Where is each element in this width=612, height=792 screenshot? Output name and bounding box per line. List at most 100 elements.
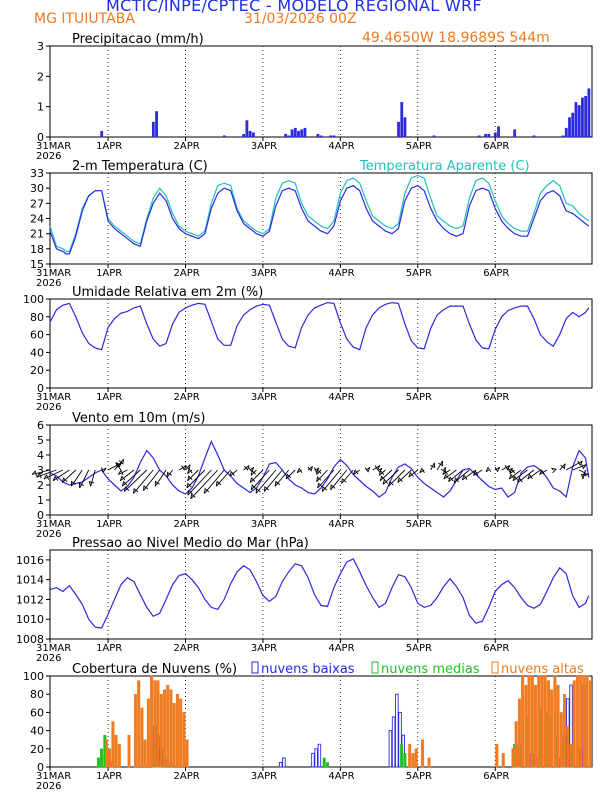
precip-bar — [100, 130, 104, 137]
wind-vector-head — [43, 474, 50, 480]
cloud-bar-nuvens-altas — [572, 680, 576, 768]
cloud-bar-nuvens-altas — [421, 739, 425, 768]
wind-vector-head — [560, 463, 566, 470]
precip-bar — [587, 88, 591, 137]
wind-vector-head — [509, 468, 516, 474]
precip-bar — [319, 135, 323, 137]
cloud-bar-nuvens-altas — [579, 675, 583, 768]
wind-vector-head — [397, 477, 403, 483]
cloud-bar-nuvens-altas — [546, 680, 550, 768]
wind-vector — [527, 469, 541, 480]
humidity-xtick-label: 1APR — [96, 392, 122, 403]
wind-vector — [397, 469, 412, 483]
wind-ytick-label: 1 — [37, 494, 44, 507]
wind-vector — [71, 469, 83, 487]
header-run: 31/03/2026 00Z — [244, 11, 357, 27]
wind-vector-head — [121, 480, 128, 487]
wind-vector — [52, 469, 70, 482]
wind-vector-head — [453, 477, 460, 483]
wind-xtick-label: 4APR — [328, 519, 354, 530]
wind-vector — [166, 469, 173, 478]
wind-vector-head — [285, 473, 292, 480]
cloud-bar-nuvens-altas — [501, 753, 505, 768]
precip-bar — [284, 133, 288, 137]
pressure-title: Pressao ao Nivel Medio do Mar (hPa) — [72, 536, 309, 551]
precipitation-xtick-label: 31MAR — [36, 141, 71, 152]
cloud-bar-nuvens-medias — [100, 748, 104, 768]
cloud-bar-nuvens-medias — [325, 762, 329, 768]
cloud-bar-nuvens-altas — [111, 721, 115, 768]
wind-vector-head — [263, 486, 270, 492]
cloud-bar-nuvens-altas — [585, 675, 589, 768]
humidity-xtick-label: 3APR — [251, 392, 277, 403]
precip-bar — [581, 97, 584, 137]
cloud-bar-nuvens-altas — [543, 675, 547, 768]
cloud-bar-nuvens-altas — [569, 744, 573, 768]
wind-vector-head — [118, 469, 124, 476]
cloud-bar-nuvens-altas — [563, 694, 567, 768]
cloud-bar-nuvens-altas — [559, 712, 563, 768]
humidity-xtick-label: 5APR — [406, 392, 432, 403]
wind-vector-head — [527, 473, 533, 480]
cloud-bar-nuvens-altas — [495, 744, 499, 768]
precip-bar — [287, 135, 291, 137]
cloud-bar-nuvens-altas — [575, 675, 579, 768]
humidity-title: Umidade Relativa em 2m (%) — [72, 285, 263, 300]
wind-ytick-label: 5 — [37, 434, 44, 447]
wind-vector-head — [187, 475, 193, 481]
wind-vector-head — [443, 473, 449, 480]
wind-vector-head — [382, 478, 389, 485]
wind-vector-head — [229, 470, 235, 477]
precip-bar — [242, 133, 246, 137]
cloud-bar-nuvens-baixas — [311, 752, 315, 768]
cloud-bar-nuvens-altas — [556, 684, 560, 768]
wind-vector — [123, 469, 148, 492]
cloud-bar-nuvens-altas — [150, 675, 154, 768]
pressure-xtick-label: 2APR — [174, 643, 200, 654]
wind-vector — [307, 466, 313, 471]
cloud-bar-nuvens-altas — [588, 680, 592, 768]
wind-vector — [204, 469, 225, 494]
pressure-ytick-label: 1016 — [16, 554, 44, 567]
humidity-ytick-label: 40 — [30, 346, 44, 359]
clouds-ytick-label: 60 — [30, 706, 44, 719]
header-title: MCTIC/INPE/CPTEC - MODELO REGIONAL WRF — [106, 0, 482, 15]
wind-ytick-label: 6 — [37, 419, 44, 432]
wind-ytick-label: 2 — [37, 479, 44, 492]
wind-vector-head — [330, 484, 336, 490]
wind-vector-head — [296, 467, 303, 474]
wind-vector — [154, 469, 167, 487]
wind-vector — [578, 469, 589, 475]
precip-bar — [155, 111, 158, 137]
cloud-bar-nuvens-medias — [403, 753, 407, 768]
wind-vector-head — [316, 476, 322, 482]
temperature-panel: 15 18 21 24 27 30 33 31MAR 1APR 2APR 3APR 4APR 5APR 6… — [30, 159, 593, 289]
wind-vector-head — [52, 475, 59, 481]
wind-vector — [263, 469, 283, 492]
wind-vector-head — [438, 460, 444, 467]
wind-vector-head — [243, 465, 250, 471]
wind-vector — [341, 469, 354, 484]
wind-vector-head — [442, 469, 448, 475]
precip-bar — [487, 133, 491, 137]
cloud-bar-nuvens-altas — [159, 694, 163, 768]
wind-vector — [187, 469, 199, 482]
cloud-bar-nuvens-altas — [553, 675, 557, 768]
wind-vector-head — [485, 466, 492, 472]
clouds-ytick-label: 100 — [23, 670, 44, 683]
cloud-bar-nuvens-altas — [527, 675, 531, 768]
wind-vector — [572, 464, 587, 471]
precip-bar — [297, 130, 300, 137]
wind-vector — [190, 469, 219, 500]
humidity-ytick-label: 0 — [37, 382, 44, 395]
cloud-bar-nuvens-altas — [146, 698, 150, 768]
precipitation-panel: 0 1 2 3 31MAR 1APR 2APR 3APR 4APR 5APR 6APR 2026 Pre… — [36, 32, 593, 162]
temperature-year-label: 2026 — [36, 278, 61, 289]
wind-vector — [501, 465, 510, 471]
wind-vector — [31, 469, 51, 475]
precip-bar — [432, 135, 436, 137]
cloud-bar-nuvens-altas — [182, 712, 186, 768]
wind-panel: 0 1 2 3 4 5 6 31MAR 1APR 2APR 3APR 4APR 5APR 6APR 2026… — [31, 411, 593, 540]
pressure-xtick-label: 6APR — [483, 643, 509, 654]
wind-vector — [187, 469, 212, 496]
